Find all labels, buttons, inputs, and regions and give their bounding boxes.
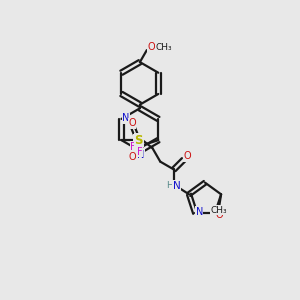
Text: N: N [137,150,145,160]
Text: F: F [133,134,139,144]
Text: N: N [196,207,203,217]
Text: O: O [215,211,223,220]
Text: S: S [135,134,143,147]
Text: F: F [130,142,136,152]
Text: O: O [147,42,155,52]
Text: O: O [128,118,136,128]
Text: O: O [184,151,191,161]
Text: H: H [166,182,172,190]
Text: F: F [136,147,142,157]
Text: N: N [173,181,181,191]
Text: N: N [122,113,130,123]
Text: CH₃: CH₃ [155,43,172,52]
Text: O: O [128,152,136,162]
Text: CH₃: CH₃ [211,206,227,214]
